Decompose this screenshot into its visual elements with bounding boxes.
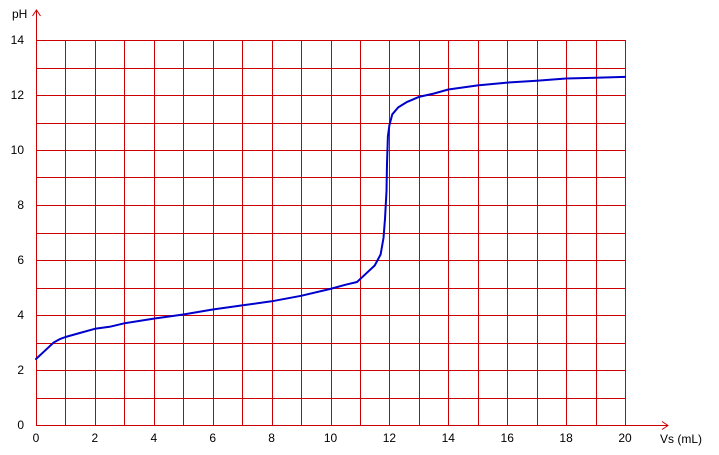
x-tick-label: 20: [618, 431, 632, 445]
x-tick-label: 12: [383, 431, 397, 445]
tick-labels: 0 2 4 6 8 10 12 14 16 18 20 0 2 4 6 8 10 12 14: [11, 33, 632, 445]
x-tick-label: 16: [501, 431, 515, 445]
y-tick-label: 4: [17, 308, 24, 322]
axes: [32, 9, 669, 430]
x-tick-label: 18: [559, 431, 573, 445]
x-tick-label: 4: [150, 431, 157, 445]
y-tick-label: 8: [17, 198, 24, 212]
y-tick-label: 0: [17, 418, 24, 432]
y-axis-arrow: [32, 9, 41, 17]
x-tick-label: 2: [92, 431, 99, 445]
x-tick-label: 6: [209, 431, 216, 445]
x-tick-label: 14: [442, 431, 456, 445]
series-line: [35, 75, 626, 360]
y-axis-label: pH: [12, 7, 27, 21]
y-tick-label: 12: [11, 88, 25, 102]
grid: [36, 40, 626, 426]
curve: [35, 75, 626, 360]
y-tick-label: 6: [17, 253, 24, 267]
x-tick-label: 0: [33, 431, 40, 445]
x-tick-label: 8: [268, 431, 275, 445]
y-tick-label: 2: [17, 363, 24, 377]
x-tick-label: 10: [324, 431, 338, 445]
x-axis-arrow: [661, 421, 669, 430]
x-axis-label: Vs (mL): [660, 432, 702, 446]
y-tick-label: 10: [11, 143, 25, 157]
y-tick-label: 14: [11, 33, 25, 47]
